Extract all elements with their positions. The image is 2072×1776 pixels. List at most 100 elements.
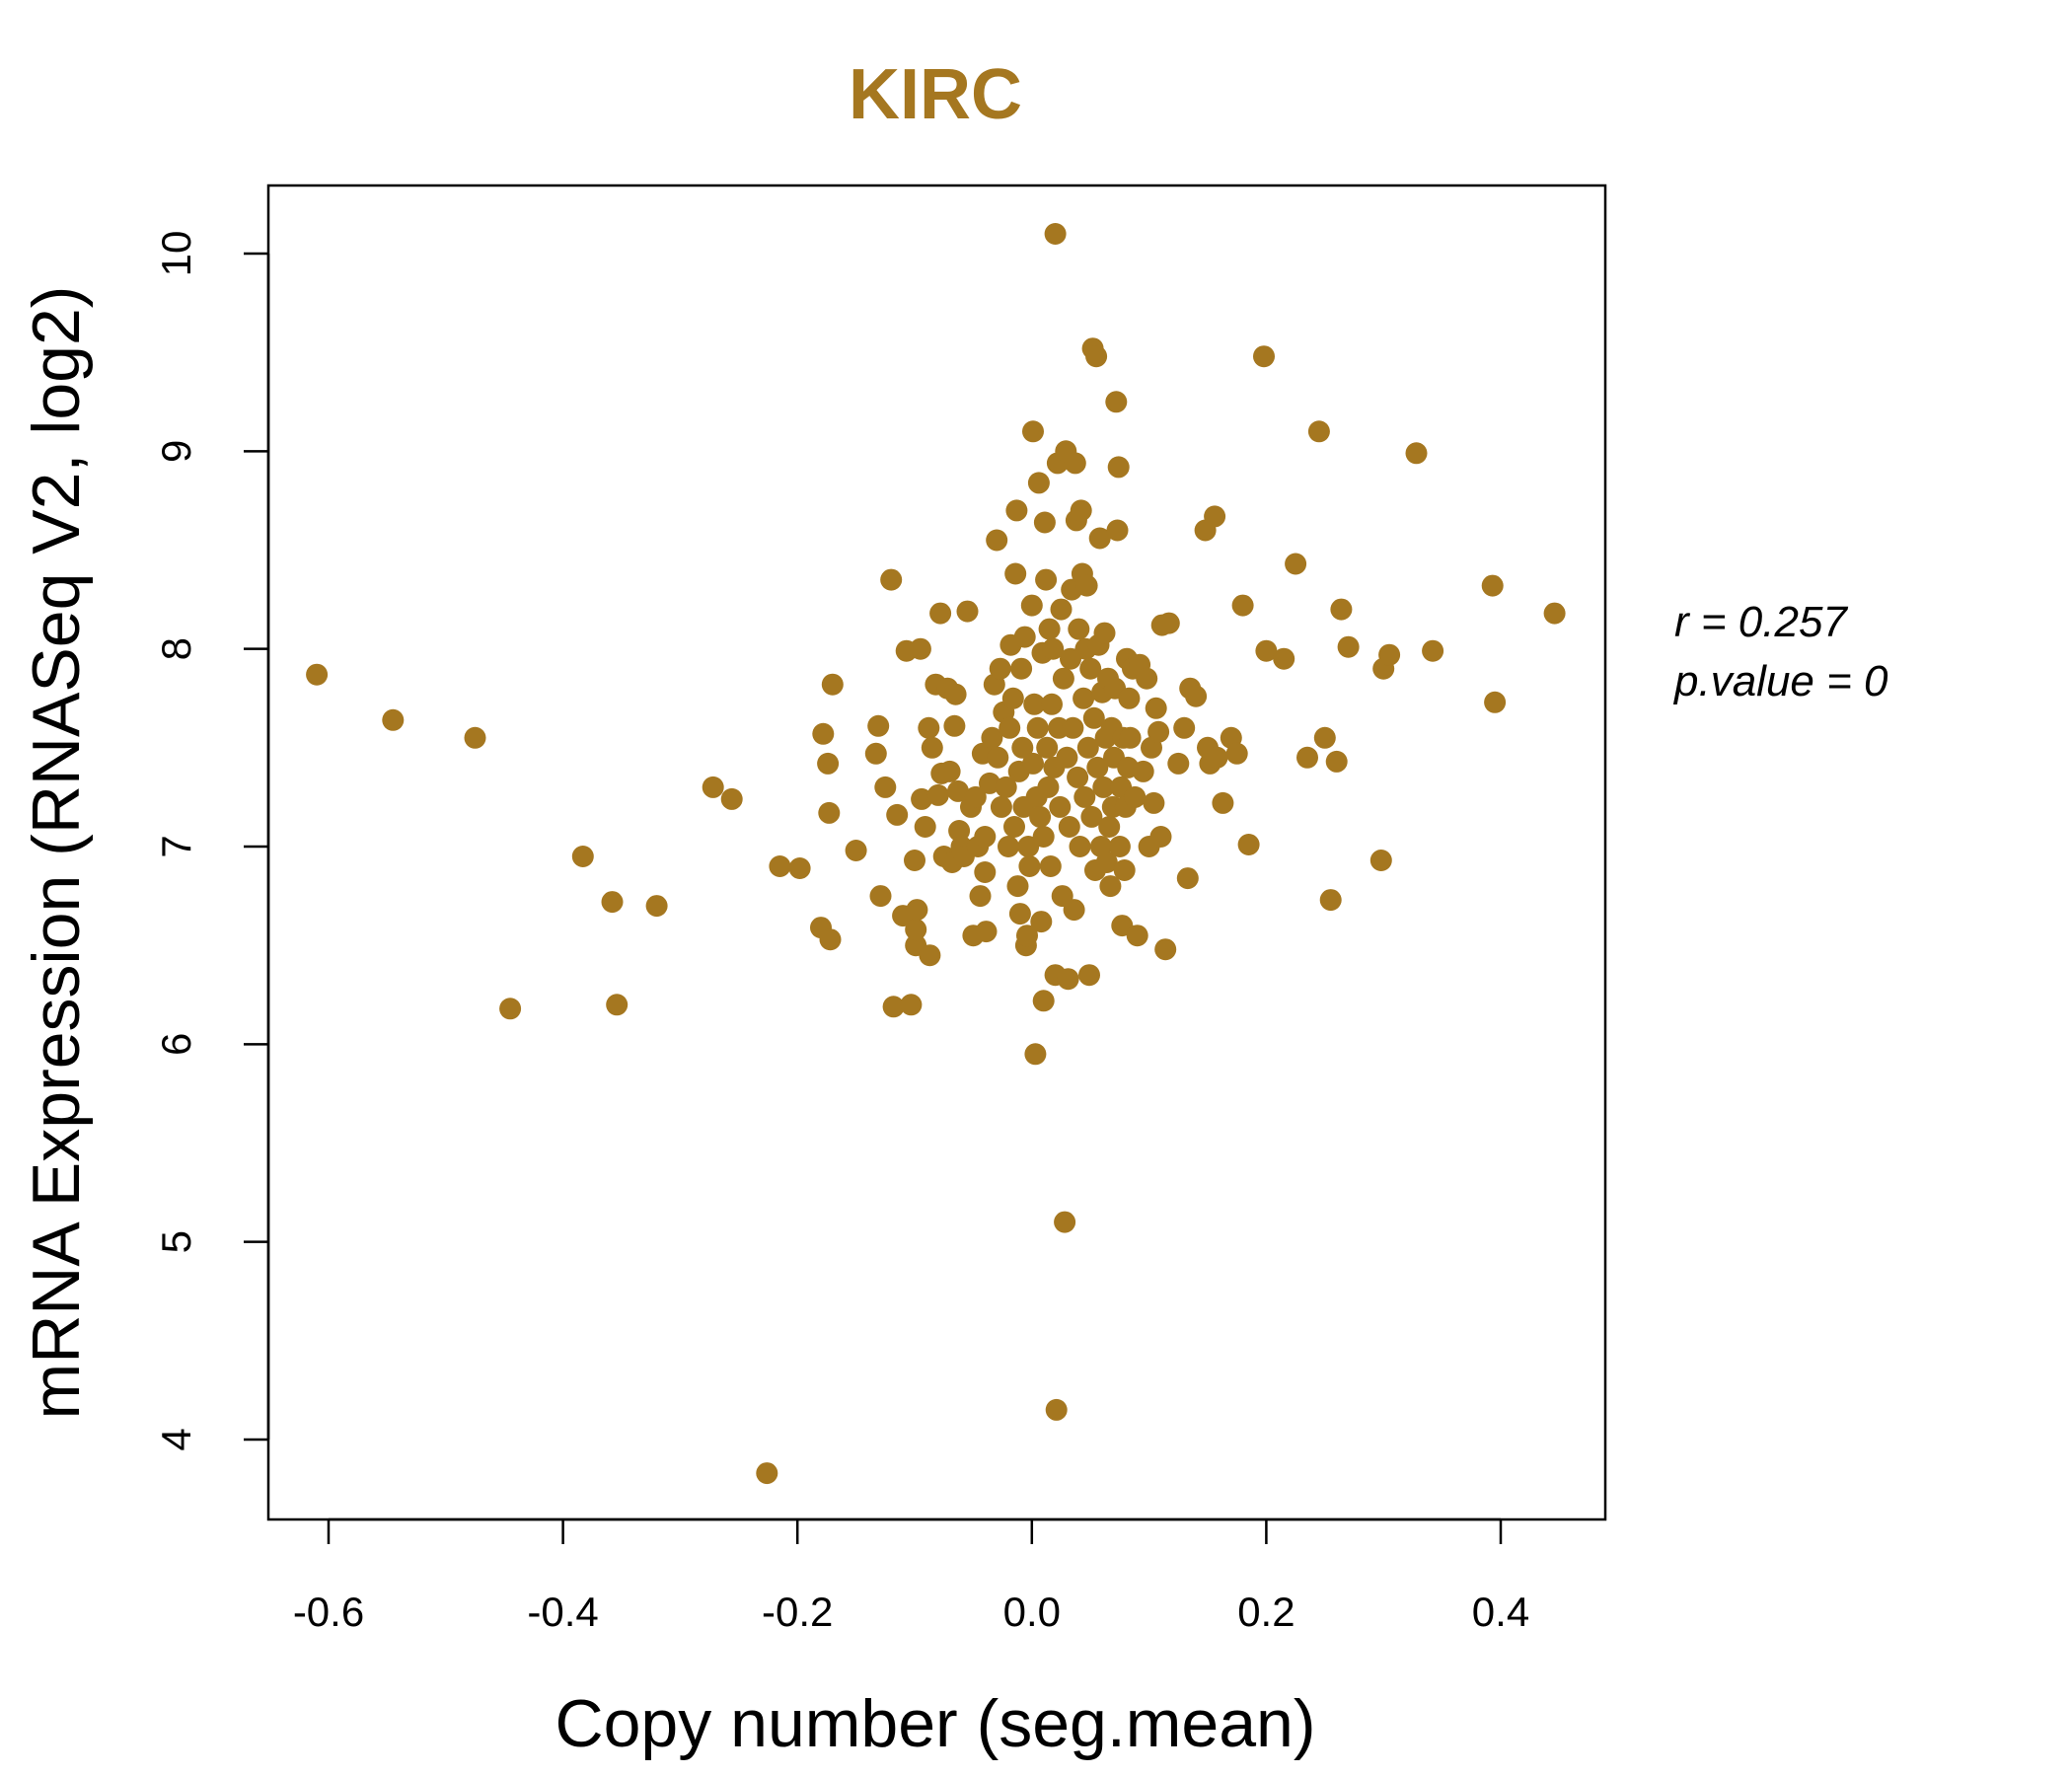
data-point xyxy=(874,776,897,798)
data-point xyxy=(1113,859,1136,881)
data-point xyxy=(1064,452,1086,475)
data-point xyxy=(1484,691,1507,713)
data-point xyxy=(1022,420,1044,443)
data-point xyxy=(905,919,927,941)
data-point xyxy=(1041,693,1063,715)
correlation-r: r = 0.257 xyxy=(1674,598,1848,646)
data-point xyxy=(1088,527,1111,550)
data-point xyxy=(1037,776,1060,798)
data-point xyxy=(1052,667,1074,690)
data-point xyxy=(1157,612,1180,634)
data-point xyxy=(1422,639,1444,662)
data-point xyxy=(1296,746,1318,769)
data-point xyxy=(1319,889,1342,912)
data-point xyxy=(1099,875,1122,898)
data-point xyxy=(1076,736,1099,759)
data-point xyxy=(1024,1043,1047,1066)
data-point xyxy=(1167,752,1190,775)
data-point xyxy=(1313,726,1336,749)
data-point xyxy=(919,944,941,967)
data-point xyxy=(1204,505,1226,528)
data-point xyxy=(606,994,629,1016)
data-point xyxy=(938,760,961,782)
data-point xyxy=(864,742,887,765)
data-point xyxy=(571,846,594,867)
data-point xyxy=(904,850,925,871)
data-point xyxy=(1173,716,1196,739)
data-point xyxy=(1032,990,1055,1012)
data-point xyxy=(818,801,841,824)
y-tick-label: 7 xyxy=(153,835,199,857)
data-point xyxy=(1063,899,1085,922)
data-point xyxy=(464,726,486,749)
data-point xyxy=(1136,667,1158,690)
data-point xyxy=(1255,639,1278,662)
data-point xyxy=(998,836,1019,857)
data-point xyxy=(969,885,992,908)
x-tick-label: 0.2 xyxy=(1237,1589,1295,1635)
data-point xyxy=(1092,776,1115,798)
data-point xyxy=(817,752,840,775)
data-point xyxy=(911,787,933,810)
data-point xyxy=(1035,568,1058,591)
data-point xyxy=(1145,697,1167,719)
data-point xyxy=(1058,816,1080,838)
data-point xyxy=(914,816,936,838)
data-point xyxy=(1132,760,1154,782)
data-point xyxy=(929,602,952,625)
data-point xyxy=(1105,391,1128,413)
data-point xyxy=(1126,925,1148,947)
y-tick-label: 4 xyxy=(153,1428,199,1450)
data-point xyxy=(1086,756,1109,778)
data-point xyxy=(1067,766,1089,788)
data-point xyxy=(1013,626,1036,648)
data-point xyxy=(1082,706,1105,729)
data-point xyxy=(306,663,329,686)
data-point xyxy=(1149,826,1172,848)
data-point xyxy=(921,736,943,759)
x-tick-label: 0.0 xyxy=(1003,1589,1061,1635)
data-point xyxy=(1056,746,1078,769)
y-tick-label: 8 xyxy=(153,637,199,660)
data-point xyxy=(882,996,905,1018)
data-point xyxy=(867,714,890,737)
data-point xyxy=(1069,836,1091,857)
data-point xyxy=(382,708,405,731)
data-point xyxy=(1042,637,1065,660)
data-point xyxy=(1003,816,1025,838)
data-point xyxy=(995,776,1017,798)
data-point xyxy=(1307,420,1330,443)
data-point xyxy=(1004,562,1027,585)
x-tick-label: -0.6 xyxy=(293,1589,364,1635)
data-point xyxy=(1093,622,1116,644)
y-tick-label: 9 xyxy=(153,440,199,463)
data-point xyxy=(926,783,949,806)
data-point xyxy=(1212,791,1234,814)
data-point xyxy=(1337,635,1360,658)
data-point xyxy=(1481,574,1504,597)
data-point xyxy=(909,637,931,660)
data-point xyxy=(1206,746,1228,769)
data-point xyxy=(720,787,743,810)
data-point xyxy=(601,891,624,914)
data-point xyxy=(1011,736,1034,759)
data-point xyxy=(1078,964,1100,987)
data-point xyxy=(1185,685,1208,707)
data-point xyxy=(1143,791,1165,814)
data-point xyxy=(645,895,668,918)
data-point xyxy=(1073,785,1096,808)
data-point xyxy=(1543,602,1566,625)
data-point xyxy=(819,928,842,951)
data-point xyxy=(1273,647,1295,670)
data-point xyxy=(1079,657,1102,680)
data-point xyxy=(1050,598,1073,621)
data-point xyxy=(986,529,1008,552)
data-point xyxy=(499,998,522,1020)
data-point xyxy=(1237,834,1260,855)
data-point xyxy=(1285,553,1307,575)
data-point xyxy=(880,568,903,591)
data-point xyxy=(987,746,1009,769)
data-point xyxy=(1054,1211,1076,1233)
data-point xyxy=(788,857,811,879)
